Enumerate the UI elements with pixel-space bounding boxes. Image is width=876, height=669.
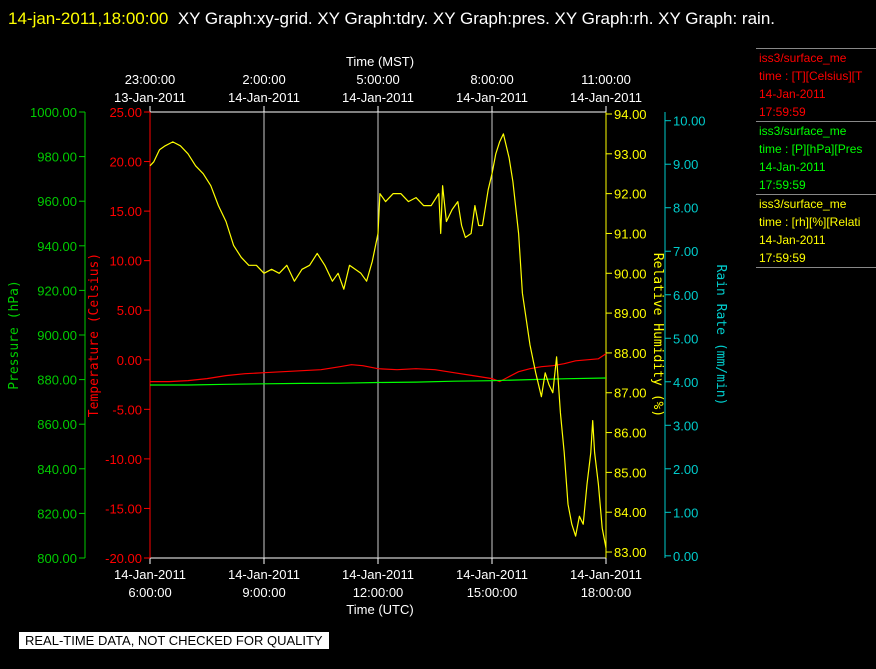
x-top-axis-label: Time (MST) <box>346 54 414 69</box>
temperature-tick-label: -20.00 <box>105 551 142 566</box>
legend-line: iss3/surface_me <box>759 51 847 65</box>
legend-entry-pressure[interactable]: iss3/surface_me time : [P][hPa][Pres 14-… <box>756 121 876 194</box>
x-bottom-tick-time: 12:00:00 <box>353 585 404 600</box>
pressure-tick-label: 840.00 <box>37 462 77 477</box>
x-bottom-tick-time: 6:00:00 <box>128 585 171 600</box>
rain-tick-label: 10.00 <box>673 114 706 129</box>
legend-variable: time : [T][Celsius][T <box>759 69 863 83</box>
pressure-axis-label: Pressure (hPa) <box>7 280 22 390</box>
timestamp-label: 14-jan-2011,18:00:00 <box>8 9 169 28</box>
x-bottom-tick-time: 15:00:00 <box>467 585 518 600</box>
humidity-tick-label: 94.00 <box>614 107 647 122</box>
legend-date: 14-Jan-2011 <box>759 160 826 174</box>
legend-date: 14-Jan-2011 <box>759 87 826 101</box>
x-top-tick-time: 5:00:00 <box>356 72 399 87</box>
temperature-tick-label: -15.00 <box>105 501 142 516</box>
rain-axis-label: Rain Rate (mm/min) <box>713 265 728 406</box>
x-bottom-axis-label: Time (UTC) <box>346 602 413 617</box>
pressure-tick-label: 940.00 <box>37 239 77 254</box>
x-bottom-tick-date: 14-Jan-2011 <box>342 567 414 582</box>
x-bottom-tick-date: 14-Jan-2011 <box>228 567 300 582</box>
temperature-tick-label: -5.00 <box>112 402 142 417</box>
x-top-tick-time: 11:00:00 <box>581 72 631 87</box>
x-top-tick-date: 14-Jan-2011 <box>342 90 414 105</box>
temperature-tick-label: 15.00 <box>109 204 142 219</box>
humidity-tick-label: 89.00 <box>614 306 647 321</box>
legend: iss3/surface_me time : [T][Celsius][T 14… <box>756 48 876 268</box>
temperature-tick-label: 20.00 <box>109 155 142 170</box>
humidity-tick-label: 90.00 <box>614 266 647 281</box>
quality-warning: REAL-TIME DATA, NOT CHECKED FOR QUALITY <box>19 632 329 649</box>
temperature-tick-label: 0.00 <box>117 353 142 368</box>
rain-tick-label: 6.00 <box>673 288 698 303</box>
x-top-tick-time: 23:00:00 <box>125 72 176 87</box>
humidity-series-line <box>149 133 607 549</box>
temperature-tick-label: 10.00 <box>109 254 142 269</box>
pressure-tick-label: 900.00 <box>37 328 77 343</box>
rain-tick-label: 2.00 <box>673 462 698 477</box>
x-bottom-tick-date: 14-Jan-2011 <box>570 567 642 582</box>
legend-entry-temperature[interactable]: iss3/surface_me time : [T][Celsius][T 14… <box>756 48 876 121</box>
humidity-tick-label: 92.00 <box>614 187 647 202</box>
humidity-tick-label: 86.00 <box>614 426 647 441</box>
temperature-axis-label: Temperature (Celsius) <box>87 253 102 417</box>
rain-tick-label: 0.00 <box>673 549 698 564</box>
humidity-tick-label: 93.00 <box>614 147 647 162</box>
rain-tick-label: 5.00 <box>673 331 698 346</box>
legend-variable: time : [P][hPa][Pres <box>759 142 863 156</box>
pressure-tick-label: 800.00 <box>37 551 77 566</box>
humidity-tick-label: 87.00 <box>614 386 647 401</box>
humidity-tick-label: 88.00 <box>614 346 647 361</box>
legend-line: iss3/surface_me <box>759 124 847 138</box>
humidity-tick-label: 85.00 <box>614 465 647 480</box>
pressure-series-line <box>150 377 607 386</box>
temperature-tick-label: -10.00 <box>105 452 142 467</box>
rain-tick-label: 7.00 <box>673 244 698 259</box>
rain-tick-label: 3.00 <box>673 418 698 433</box>
humidity-tick-label: 91.00 <box>614 226 647 241</box>
legend-time: 17:59:59 <box>759 251 806 265</box>
graph-list-label: XY Graph:xy-grid. XY Graph:tdry. XY Grap… <box>177 9 776 28</box>
rain-tick-label: 1.00 <box>673 505 698 520</box>
x-bottom-tick-time: 18:00:00 <box>581 585 632 600</box>
pressure-tick-label: 960.00 <box>37 194 77 209</box>
pressure-tick-label: 880.00 <box>37 373 77 388</box>
legend-variable: time : [rh][%][Relati <box>759 215 861 229</box>
x-top-tick-date: 13-Jan-2011 <box>114 90 186 105</box>
x-bottom-tick-date: 14-Jan-2011 <box>456 567 528 582</box>
rain-tick-label: 9.00 <box>673 157 698 172</box>
x-top-tick-time: 2:00:00 <box>242 72 285 87</box>
x-top-tick-time: 8:00:00 <box>470 72 513 87</box>
legend-entry-humidity[interactable]: iss3/surface_me time : [rh][%][Relati 14… <box>756 194 876 268</box>
temperature-tick-label: 5.00 <box>117 303 142 318</box>
pressure-tick-label: 820.00 <box>37 506 77 521</box>
temperature-tick-label: 25.00 <box>109 105 142 120</box>
humidity-tick-label: 84.00 <box>614 505 647 520</box>
rain-tick-label: 4.00 <box>673 375 698 390</box>
legend-line: iss3/surface_me <box>759 197 847 211</box>
x-top-tick-date: 14-Jan-2011 <box>570 90 642 105</box>
x-bottom-tick-date: 14-Jan-2011 <box>114 567 186 582</box>
pressure-tick-label: 1000.00 <box>30 105 77 120</box>
humidity-tick-label: 83.00 <box>614 545 647 560</box>
pressure-tick-label: 980.00 <box>37 150 77 165</box>
x-bottom-tick-time: 9:00:00 <box>242 585 285 600</box>
humidity-axis-label: Relative Humidity (%) <box>650 253 665 417</box>
legend-time: 17:59:59 <box>759 105 806 119</box>
legend-time: 17:59:59 <box>759 178 806 192</box>
pressure-tick-label: 860.00 <box>37 417 77 432</box>
x-top-tick-date: 14-Jan-2011 <box>228 90 300 105</box>
pressure-tick-label: 920.00 <box>37 283 77 298</box>
temperature-series-line <box>150 353 607 383</box>
legend-date: 14-Jan-2011 <box>759 233 826 247</box>
x-top-tick-date: 14-Jan-2011 <box>456 90 528 105</box>
rain-tick-label: 8.00 <box>673 201 698 216</box>
page-title: 14-jan-2011,18:00:00 XY Graph:xy-grid. X… <box>8 4 858 34</box>
